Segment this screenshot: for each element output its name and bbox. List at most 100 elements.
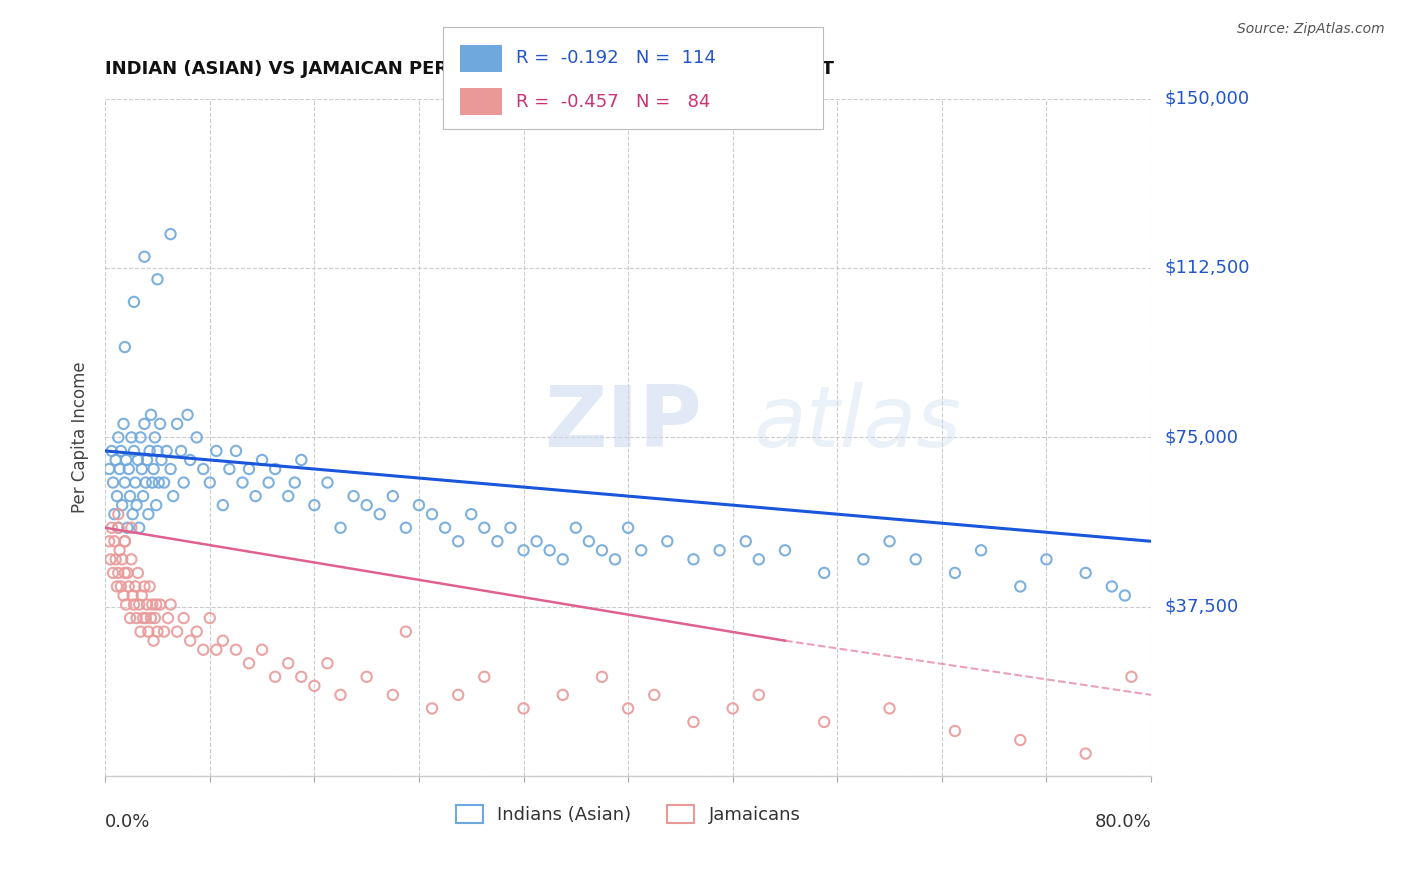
Point bbox=[238, 657, 260, 671]
Point bbox=[159, 462, 181, 476]
Point bbox=[100, 444, 122, 458]
Text: $37,500: $37,500 bbox=[1166, 598, 1239, 615]
Point bbox=[124, 579, 146, 593]
Point bbox=[139, 611, 162, 625]
Point bbox=[225, 642, 247, 657]
Point bbox=[103, 507, 125, 521]
Point bbox=[1035, 552, 1057, 566]
Point bbox=[149, 598, 172, 612]
Point bbox=[146, 272, 169, 286]
Point bbox=[138, 507, 160, 521]
Point bbox=[104, 552, 127, 566]
Point bbox=[1121, 670, 1143, 684]
Point bbox=[131, 462, 153, 476]
Point bbox=[141, 598, 163, 612]
Text: $75,000: $75,000 bbox=[1166, 428, 1239, 446]
Point bbox=[329, 521, 352, 535]
Text: R =  -0.192   N =  114: R = -0.192 N = 114 bbox=[516, 49, 716, 68]
Point bbox=[356, 498, 378, 512]
Point bbox=[277, 489, 299, 503]
Point bbox=[127, 566, 149, 580]
Point bbox=[721, 701, 744, 715]
Text: ZIP: ZIP bbox=[544, 383, 702, 466]
Point bbox=[118, 462, 141, 476]
Point bbox=[134, 250, 156, 264]
Point bbox=[136, 453, 159, 467]
Point bbox=[107, 507, 129, 521]
Point bbox=[120, 430, 142, 444]
Point bbox=[114, 566, 136, 580]
Point bbox=[159, 598, 181, 612]
Point bbox=[117, 566, 139, 580]
Point bbox=[813, 566, 835, 580]
Point bbox=[773, 543, 796, 558]
Point bbox=[143, 611, 166, 625]
Point bbox=[657, 534, 679, 549]
Point bbox=[134, 417, 156, 431]
Point bbox=[1101, 579, 1123, 593]
Point bbox=[162, 489, 184, 503]
Point bbox=[538, 543, 561, 558]
Point bbox=[156, 611, 179, 625]
Point bbox=[257, 475, 280, 490]
Text: R =  -0.457   N =   84: R = -0.457 N = 84 bbox=[516, 93, 710, 111]
Point bbox=[170, 444, 193, 458]
Point bbox=[186, 430, 208, 444]
Point bbox=[578, 534, 600, 549]
Point bbox=[472, 521, 495, 535]
Point bbox=[148, 475, 170, 490]
Point bbox=[245, 489, 267, 503]
Point bbox=[111, 552, 134, 566]
Point bbox=[100, 521, 122, 535]
Point bbox=[150, 453, 173, 467]
Point bbox=[304, 679, 326, 693]
Point bbox=[381, 489, 404, 503]
Point bbox=[145, 498, 167, 512]
Point bbox=[1010, 579, 1032, 593]
Point bbox=[122, 598, 145, 612]
Text: $150,000: $150,000 bbox=[1166, 89, 1250, 108]
Point bbox=[943, 566, 966, 580]
Point bbox=[1074, 566, 1097, 580]
Point bbox=[100, 552, 122, 566]
Point bbox=[107, 566, 129, 580]
Point bbox=[316, 475, 339, 490]
Point bbox=[146, 444, 169, 458]
Text: INDIAN (ASIAN) VS JAMAICAN PER CAPITA INCOME CORRELATION CHART: INDIAN (ASIAN) VS JAMAICAN PER CAPITA IN… bbox=[105, 60, 834, 78]
Point bbox=[329, 688, 352, 702]
Text: 80.0%: 80.0% bbox=[1094, 814, 1152, 831]
Point bbox=[179, 633, 201, 648]
Point bbox=[159, 227, 181, 241]
Point bbox=[121, 507, 143, 521]
Point bbox=[110, 444, 132, 458]
Point bbox=[813, 714, 835, 729]
Point bbox=[748, 552, 770, 566]
Point bbox=[617, 701, 640, 715]
Point bbox=[114, 534, 136, 549]
Point bbox=[852, 552, 875, 566]
Point bbox=[1010, 733, 1032, 747]
Point bbox=[115, 598, 138, 612]
Point bbox=[395, 624, 418, 639]
Point bbox=[129, 624, 152, 639]
Point bbox=[603, 552, 626, 566]
Point bbox=[290, 670, 312, 684]
Point bbox=[186, 624, 208, 639]
Point bbox=[472, 670, 495, 684]
Point bbox=[1074, 747, 1097, 761]
Point bbox=[342, 489, 364, 503]
Point bbox=[565, 521, 588, 535]
Point bbox=[512, 543, 534, 558]
Point bbox=[108, 543, 131, 558]
Point bbox=[124, 475, 146, 490]
Point bbox=[381, 688, 404, 702]
Legend: Indians (Asian), Jamaicans: Indians (Asian), Jamaicans bbox=[449, 797, 808, 831]
Point bbox=[250, 453, 273, 467]
Point bbox=[134, 579, 156, 593]
Point bbox=[129, 430, 152, 444]
Point bbox=[395, 521, 418, 535]
Point bbox=[125, 611, 148, 625]
Point bbox=[141, 475, 163, 490]
Point bbox=[1114, 589, 1136, 603]
Point bbox=[225, 444, 247, 458]
